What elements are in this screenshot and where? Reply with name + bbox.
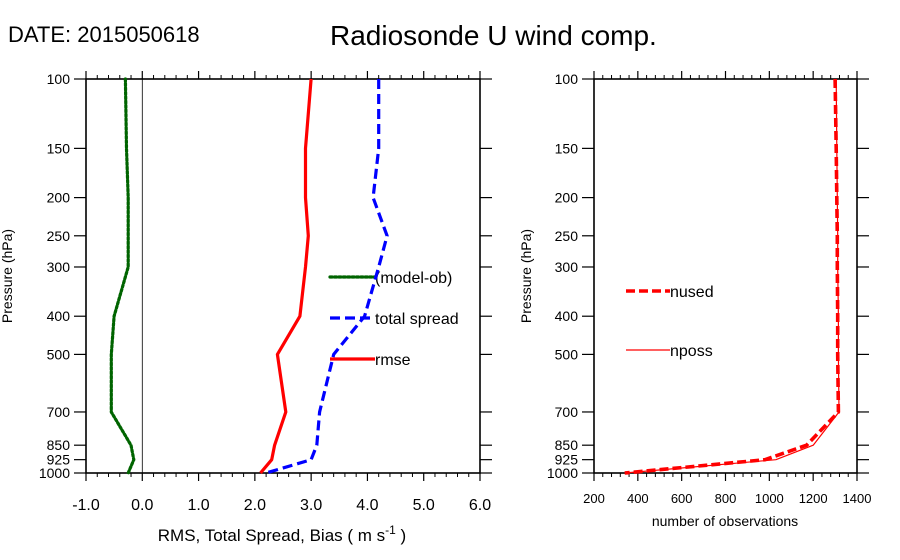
y-tick-label: 1000 — [39, 465, 70, 481]
x-tick-label: 400 — [627, 491, 649, 506]
y-tick-label: 200 — [555, 190, 579, 206]
x-tick-label: 3.0 — [300, 497, 322, 514]
y-tick-label: 1000 — [547, 465, 578, 481]
series-line-model-ob — [109, 77, 136, 475]
x-tick-label: 6.0 — [469, 497, 491, 514]
y-tick-label: 100 — [47, 71, 71, 87]
y-tick-label: 400 — [47, 308, 71, 324]
x-axis-label: number of observations — [652, 513, 798, 529]
plot-frame — [593, 78, 858, 474]
legend-label: nused — [670, 284, 714, 301]
x-tick-label: 1200 — [799, 491, 828, 506]
x-tick-label: 1.0 — [187, 497, 209, 514]
y-tick-label: 300 — [555, 259, 579, 275]
series-line-rmse — [259, 78, 313, 475]
legend-label: total spread — [375, 311, 459, 328]
x-tick-label: 1400 — [843, 491, 872, 506]
x-axis-label: RMS, Total Spread, Bias ( m s-1 ) — [158, 523, 406, 545]
x-tick-label: -1.0 — [72, 497, 100, 514]
legend-label: nposs — [670, 343, 713, 360]
chart-title: Radiosonde U wind comp. — [330, 20, 657, 51]
y-tick-label: 100 — [555, 71, 579, 87]
y-tick-label: 150 — [47, 140, 71, 156]
y-tick-label: 850 — [47, 437, 71, 453]
y-tick-label: 700 — [555, 404, 579, 420]
y-tick-label: 850 — [555, 437, 579, 453]
x-tick-label: 2.0 — [244, 497, 266, 514]
y-axis-label: Pressure (hPa) — [0, 229, 15, 323]
x-tick-label: 1000 — [755, 491, 784, 506]
plot-frame — [85, 78, 481, 474]
y-tick-label: 500 — [555, 346, 579, 362]
y-tick-label: 150 — [555, 140, 579, 156]
y-tick-label: 925 — [555, 452, 579, 468]
legend-label: rmse — [375, 352, 411, 369]
y-tick-label: 700 — [47, 404, 71, 420]
series-line-nused — [624, 78, 841, 475]
y-tick-label: 300 — [47, 259, 71, 275]
x-tick-label: 600 — [671, 491, 693, 506]
series-line-nposs — [624, 78, 840, 474]
y-tick-label: 250 — [555, 228, 579, 244]
y-tick-label: 500 — [47, 346, 71, 362]
y-tick-label: 925 — [47, 452, 71, 468]
date-label: DATE: 2015050618 — [8, 22, 200, 47]
series-line-total-spread — [265, 79, 389, 475]
x-tick-label: 0.0 — [131, 497, 153, 514]
x-tick-label: 200 — [583, 491, 605, 506]
x-tick-label: 800 — [715, 491, 737, 506]
x-tick-label: 4.0 — [356, 497, 378, 514]
chart-panel-1: -1.0 0.0 1.0 2.0 3.0 4.0 5.0 6.0 100 150 200 250 300… — [0, 71, 492, 545]
y-tick-label: 250 — [47, 228, 71, 244]
legend-label: (model-ob) — [375, 270, 452, 287]
x-tick-label: 5.0 — [413, 497, 435, 514]
y-axis-label: Pressure (hPa) — [518, 229, 534, 323]
y-tick-label: 200 — [47, 190, 71, 206]
y-tick-label: 400 — [555, 308, 579, 324]
chart-panel-2: 200 400 600 800 1000 1200 1400 100 150 200 250 300 4… — [518, 71, 871, 529]
